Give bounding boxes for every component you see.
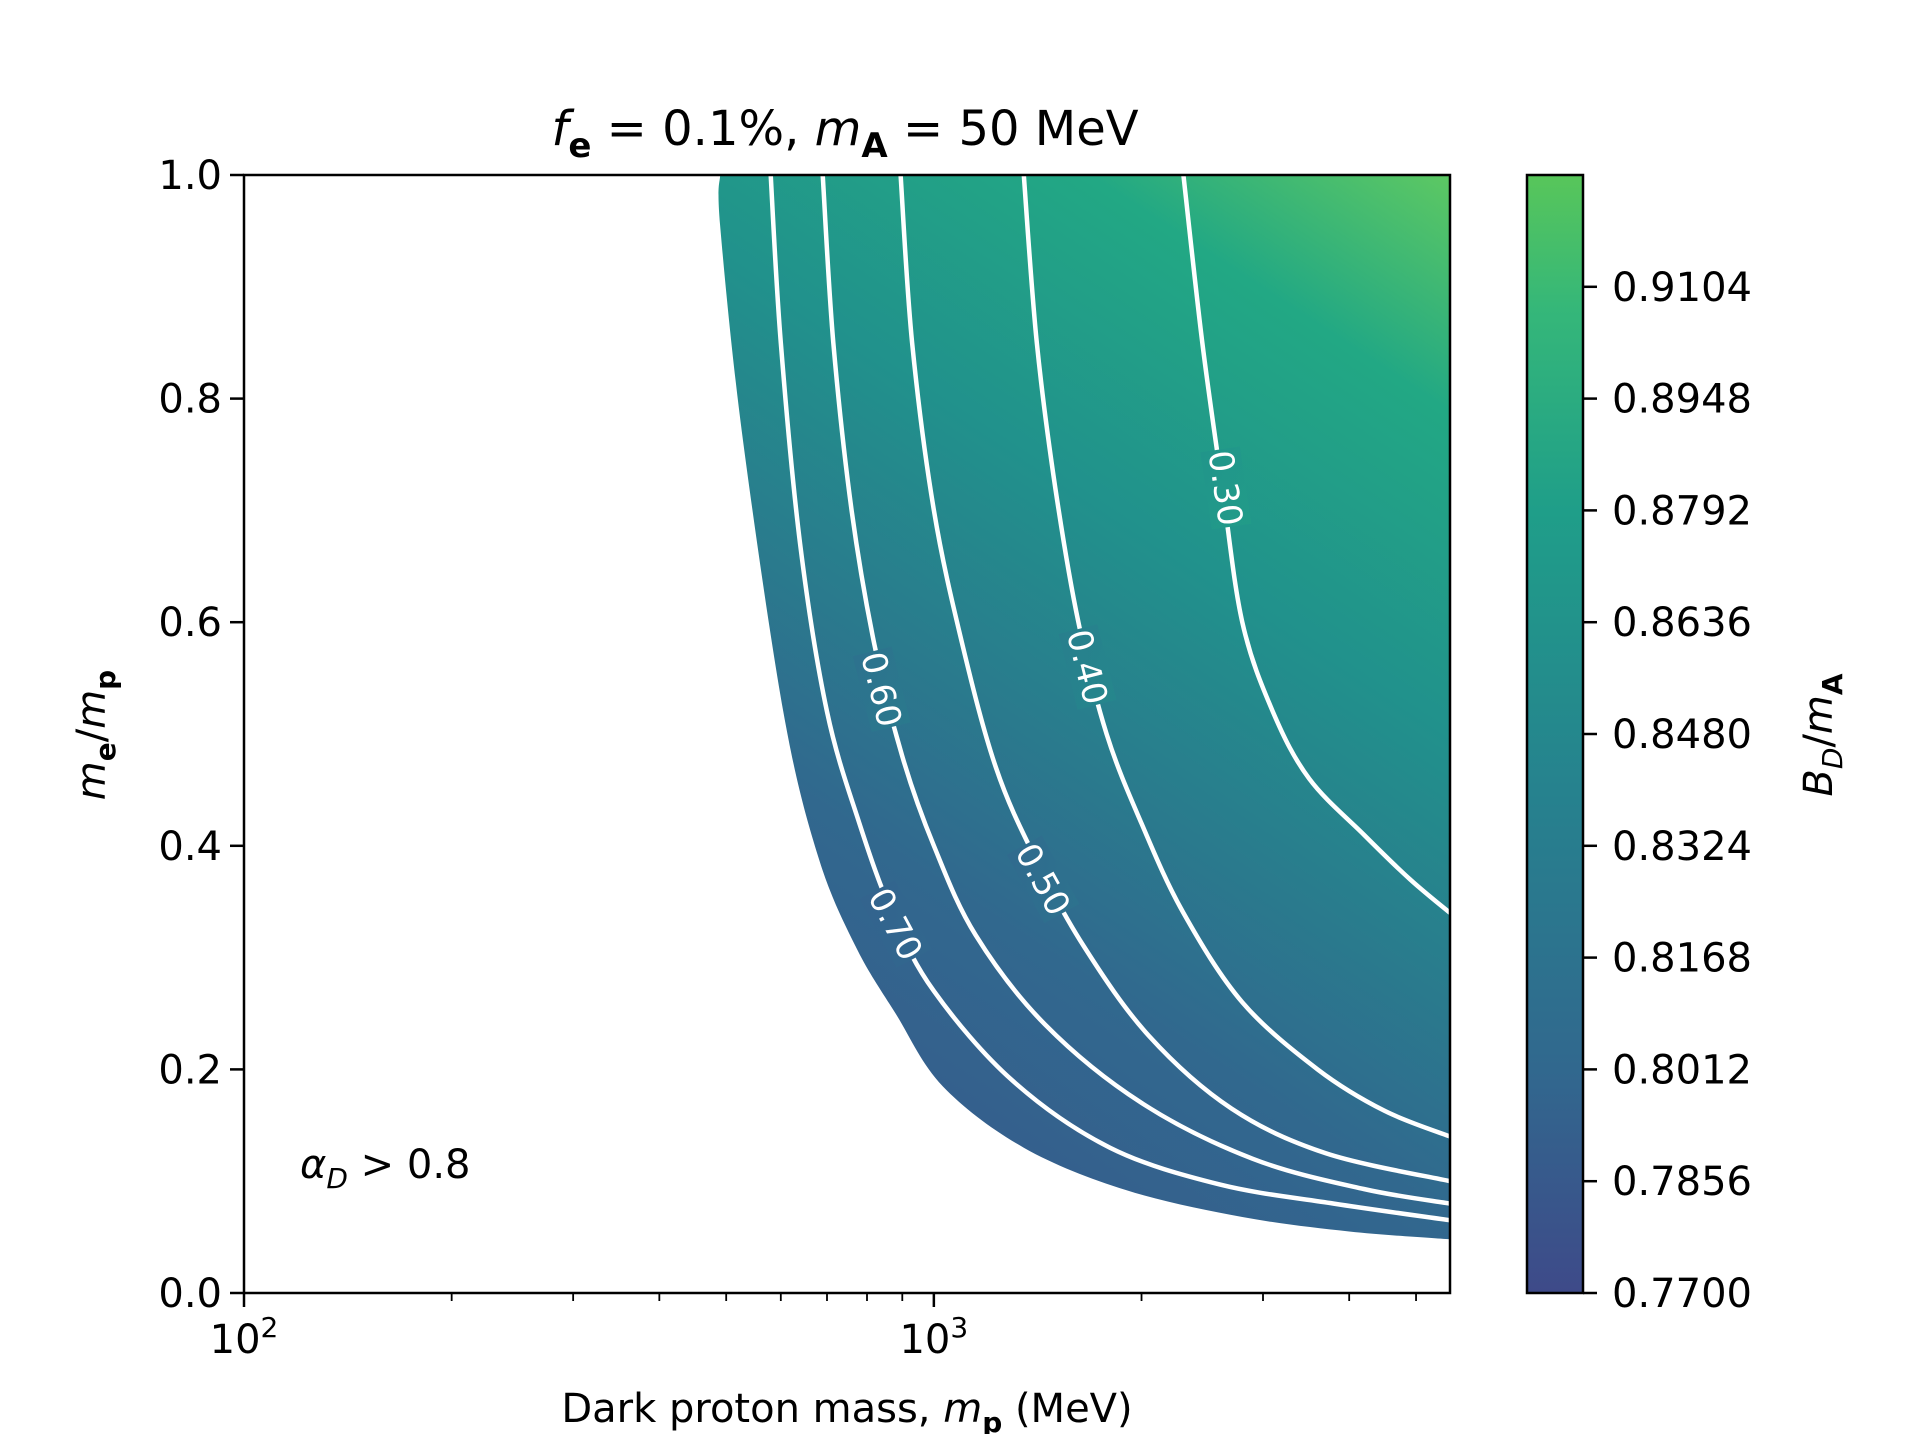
x-tick-label: 103: [899, 1311, 968, 1363]
colorbar-tick-label: 0.8012: [1612, 1047, 1752, 1093]
colorbar-tick-label: 0.8324: [1612, 824, 1752, 870]
colorbar: [1525, 173, 1585, 1295]
colorbar-tick-label: 0.8948: [1612, 377, 1752, 423]
x-tick-label: 102: [210, 1311, 279, 1363]
contour-label-mask: [859, 880, 932, 968]
colorbar-tick-label: 0.8792: [1612, 488, 1752, 534]
y-tick-label: 0.6: [158, 600, 222, 646]
colorbar-label: BD/mA: [1796, 673, 1849, 796]
alpha-annotation: αD > 0.8: [300, 1142, 471, 1195]
contour-label-mask: [1200, 446, 1252, 530]
contour-label-mask: [1058, 624, 1117, 710]
y-axis-ticks: 0.0 0.2 0.4 0.6 0.8 1.0: [158, 153, 244, 1317]
colorbar-tick-label: 0.8480: [1612, 712, 1752, 758]
colorbar-tick-label: 0.7856: [1612, 1159, 1752, 1205]
y-tick-label: 0.0: [158, 1271, 222, 1317]
colorbar-tick-label: 0.9104: [1612, 265, 1752, 311]
colorbar-tick-label: 0.7700: [1612, 1271, 1752, 1317]
contour-label-mask: [852, 646, 911, 732]
contour-line-0.40: [1021, 175, 1450, 1139]
contour-label-mask: [1006, 835, 1080, 924]
colorbar-tick-label: 0.8168: [1612, 936, 1752, 982]
colorbar-tick-label: 0.8636: [1612, 600, 1752, 646]
chart-title: fe = 0.1%, mA = 50 MeV: [551, 101, 1138, 166]
y-tick-label: 0.2: [158, 1047, 222, 1093]
contour-line-0.30: [1181, 175, 1450, 915]
y-tick-label: 0.8: [158, 377, 222, 423]
y-tick-label: 0.4: [158, 824, 222, 870]
contour-line-0.60: [820, 175, 1450, 1206]
x-axis-label: Dark proton mass, mp (MeV): [561, 1386, 1132, 1434]
colorbar-ticks: 0.7700 0.7856 0.8012 0.8168 0.8324 0.8480 0.86…: [1583, 265, 1752, 1317]
x-axis-ticks: 102 103: [210, 1293, 1417, 1363]
y-tick-label: 1.0: [158, 153, 222, 199]
y-axis-label: me/mp: [69, 670, 122, 800]
axes-frame: [242, 173, 1452, 1295]
